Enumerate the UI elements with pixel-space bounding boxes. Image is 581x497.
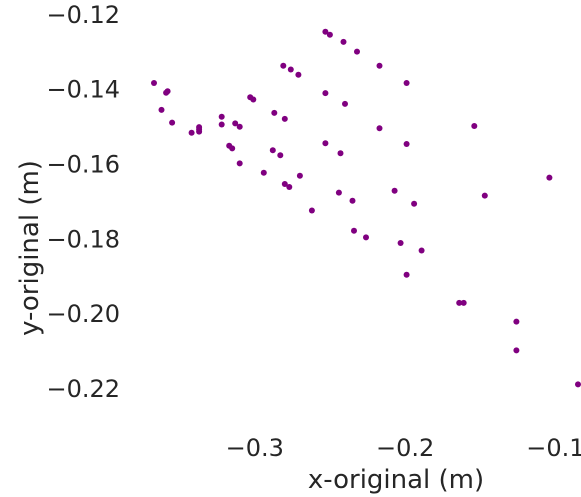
data-point bbox=[335, 189, 342, 196]
data-point bbox=[403, 271, 410, 278]
data-point bbox=[513, 347, 520, 354]
data-point bbox=[456, 299, 463, 306]
data-point bbox=[354, 48, 360, 55]
data-point bbox=[287, 66, 294, 73]
data-point bbox=[229, 145, 236, 152]
data-point bbox=[376, 62, 383, 69]
data-point bbox=[250, 96, 257, 103]
data-point bbox=[349, 197, 356, 204]
data-point bbox=[575, 381, 581, 388]
data-point bbox=[546, 174, 553, 181]
x-tick-label: −0.2 bbox=[376, 434, 434, 462]
data-point bbox=[236, 160, 243, 167]
data-point bbox=[236, 123, 243, 130]
data-point bbox=[326, 31, 333, 38]
data-point bbox=[218, 113, 225, 120]
data-point bbox=[322, 140, 329, 147]
data-point bbox=[342, 100, 348, 107]
data-point bbox=[363, 234, 369, 241]
y-tick-label: −0.14 bbox=[46, 76, 120, 104]
x-tick-label: −0.1 bbox=[526, 434, 581, 462]
y-tick-label: −0.12 bbox=[46, 1, 120, 29]
data-point bbox=[277, 152, 284, 159]
data-point bbox=[218, 121, 225, 128]
data-point bbox=[397, 240, 404, 246]
data-point bbox=[513, 318, 520, 325]
data-point bbox=[403, 141, 410, 147]
data-point bbox=[260, 169, 267, 176]
x-axis-label: x-original (m) bbox=[308, 465, 484, 495]
data-point bbox=[158, 106, 165, 113]
data-point bbox=[460, 299, 467, 306]
y-tick-label: −0.20 bbox=[46, 300, 120, 328]
data-point bbox=[337, 150, 344, 157]
x-tick-labels: −0.3 −0.2 −0.1 bbox=[226, 434, 581, 462]
data-point bbox=[322, 90, 329, 97]
y-axis-label: y-original (m) bbox=[15, 160, 45, 336]
data-point bbox=[196, 128, 203, 135]
data-point bbox=[308, 207, 315, 214]
data-point bbox=[376, 125, 383, 132]
data-point bbox=[151, 80, 157, 86]
data-point bbox=[188, 129, 195, 136]
data-point bbox=[281, 115, 288, 122]
data-point bbox=[418, 247, 425, 254]
data-point bbox=[269, 147, 276, 154]
y-tick-label: −0.16 bbox=[46, 151, 120, 179]
data-point bbox=[232, 120, 239, 127]
y-tick-labels: −0.12 −0.14 −0.16 −0.18 −0.20 −0.22 bbox=[46, 1, 120, 403]
data-point bbox=[471, 123, 478, 129]
data-point bbox=[286, 184, 293, 190]
y-tick-label: −0.18 bbox=[46, 225, 120, 253]
data-point bbox=[295, 71, 302, 78]
x-tick-label: −0.3 bbox=[226, 434, 284, 462]
data-point bbox=[481, 192, 488, 199]
data-point bbox=[403, 80, 410, 86]
data-point bbox=[391, 187, 398, 194]
data-point bbox=[322, 28, 329, 35]
data-point bbox=[169, 119, 176, 126]
data-point bbox=[351, 227, 357, 234]
data-point bbox=[163, 89, 170, 96]
data-point bbox=[281, 181, 288, 187]
data-point bbox=[280, 62, 287, 69]
data-point bbox=[340, 38, 347, 45]
data-points bbox=[151, 28, 581, 388]
data-point bbox=[411, 200, 418, 207]
y-tick-label: −0.22 bbox=[46, 375, 120, 403]
data-point bbox=[271, 109, 278, 116]
data-point bbox=[296, 172, 303, 179]
